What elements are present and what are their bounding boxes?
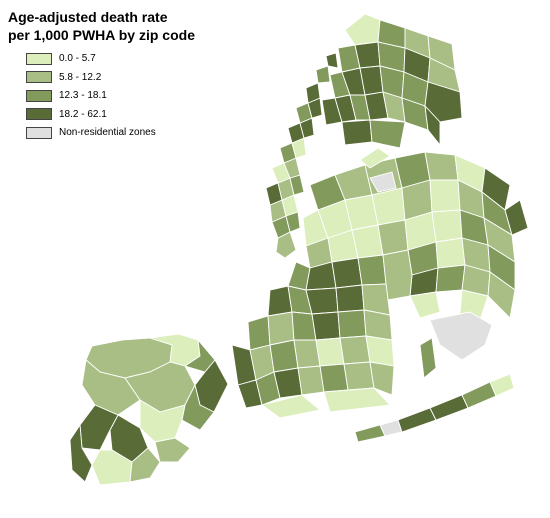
zip-area	[267, 311, 295, 346]
staten-island	[69, 333, 229, 486]
zip-area	[424, 104, 441, 147]
zip-area	[351, 224, 384, 259]
legend-swatch	[26, 71, 52, 83]
zip-area	[365, 335, 395, 367]
zip-area	[139, 399, 186, 443]
zip-area	[461, 381, 497, 409]
rockaway-peninsula	[354, 337, 515, 443]
legend-item: 18.2 - 62.1	[26, 106, 156, 123]
brooklyn	[231, 249, 413, 419]
zip-area	[429, 179, 461, 213]
legend-label: 12.3 - 18.1	[59, 90, 107, 101]
zip-area	[311, 311, 341, 341]
zip-area	[431, 209, 463, 243]
legend-label: 0.0 - 5.7	[59, 53, 96, 64]
map-legend: 0.0 - 5.7 5.8 - 12.2 12.3 - 18.1 18.2 - …	[26, 50, 156, 143]
zip-area	[361, 283, 391, 316]
zip-area	[315, 65, 331, 84]
zip-area	[260, 394, 322, 419]
zip-area	[331, 257, 363, 289]
zip-area	[154, 437, 191, 463]
zip-area	[247, 315, 271, 351]
legend-label: 18.2 - 62.1	[59, 108, 107, 120]
map-title-line-1: Age-adjusted death rate	[8, 9, 168, 25]
zip-area	[183, 338, 216, 373]
zip-area	[429, 394, 469, 421]
zip-area	[369, 361, 395, 396]
zip-area	[424, 151, 459, 181]
zip-area	[269, 339, 299, 373]
zip-area	[285, 211, 301, 233]
zip-area	[325, 52, 339, 69]
zip-area	[397, 407, 437, 433]
zip-area	[69, 423, 93, 483]
zip-area	[357, 254, 387, 286]
legend-item: 5.8 - 12.2	[26, 69, 156, 86]
legend-item: Non-residential zones	[26, 124, 156, 141]
manhattan	[265, 52, 339, 259]
zip-area	[435, 237, 466, 269]
zip-area	[504, 199, 529, 236]
zip-area	[489, 373, 515, 397]
zip-area	[424, 81, 463, 123]
zip-area	[339, 335, 371, 365]
queens	[302, 147, 529, 361]
map-title-line-2: per 1,000 PWHA by zip code	[8, 27, 195, 43]
bronx	[321, 13, 463, 149]
zip-area	[435, 264, 466, 293]
zip-area	[305, 82, 321, 104]
zip-area	[319, 363, 349, 393]
zip-area	[419, 337, 437, 379]
legend-swatch	[26, 89, 52, 102]
legend-label: Non-residential zones	[59, 127, 156, 138]
zip-area	[354, 424, 386, 443]
zip-area	[315, 337, 345, 367]
zip-area	[293, 339, 321, 369]
map-title: Age-adjusted death rate per 1,000 PWHA b…	[8, 8, 195, 44]
legend-item: 0.0 - 5.7	[26, 50, 156, 67]
zip-area	[344, 13, 381, 46]
zip-area	[341, 119, 373, 146]
legend-swatch	[26, 126, 52, 139]
zip-area	[429, 311, 493, 361]
zip-area	[323, 387, 391, 413]
zip-area	[409, 291, 441, 319]
legend-label: 5.8 - 12.2	[59, 71, 102, 83]
zip-area	[487, 271, 516, 319]
zip-area	[305, 287, 339, 315]
legend-swatch	[26, 52, 52, 65]
zip-area	[363, 309, 393, 341]
zip-area	[377, 219, 409, 256]
legend-swatch	[26, 108, 52, 120]
zip-area	[369, 119, 406, 149]
zip-area	[335, 284, 365, 313]
zip-area	[129, 447, 161, 483]
zip-area	[369, 171, 397, 193]
zip-area	[81, 359, 141, 416]
zip-area	[343, 361, 375, 391]
zip-area	[297, 365, 325, 396]
legend-item: 12.3 - 18.1	[26, 87, 156, 104]
zip-area	[359, 147, 391, 169]
zip-area	[337, 309, 367, 339]
zip-area	[371, 187, 406, 226]
zip-area	[354, 41, 381, 69]
